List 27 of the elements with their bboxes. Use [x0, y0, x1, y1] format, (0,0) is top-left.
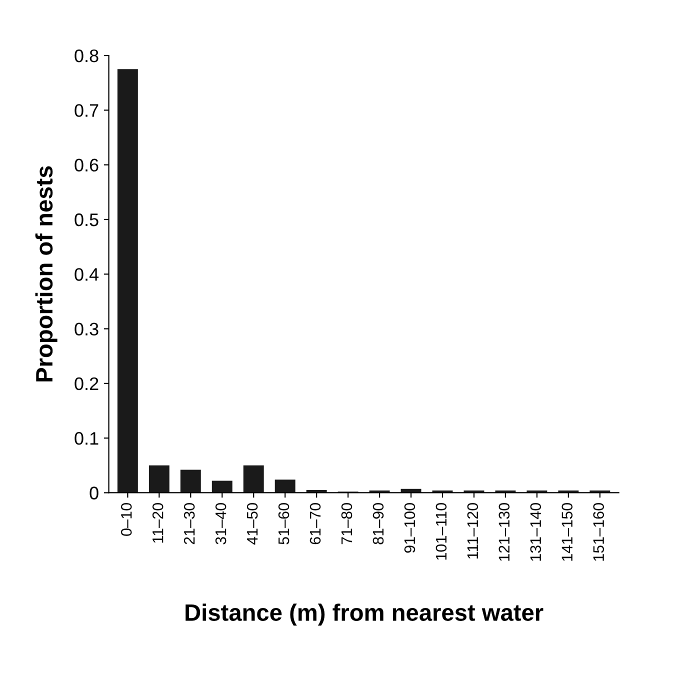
- x-tick-label: 141–150: [562, 503, 573, 561]
- y-tick-label: 0.8: [74, 49, 98, 62]
- x-tick-label: 91–100: [404, 503, 416, 553]
- x-tick-label: 41–50: [246, 503, 258, 545]
- y-tick-label: 0.5: [74, 213, 98, 226]
- y-tick-label: 0.7: [74, 104, 98, 117]
- y-tick-label: 0.3: [74, 322, 98, 336]
- x-tick-label: 31–40: [215, 503, 226, 544]
- x-tick-label: 111–120: [467, 503, 478, 559]
- x-tick-label: 0–10: [120, 503, 132, 536]
- x-tick-label: 61–70: [310, 503, 321, 544]
- y-tick-label: 0.4: [74, 268, 99, 281]
- y-tick-label: 0: [90, 486, 98, 500]
- y-tick-label: 0.6: [74, 158, 98, 172]
- x-tick-label: 151–160: [593, 503, 604, 561]
- x-tick-label: 51–60: [278, 503, 290, 544]
- x-tick-label: 81–90: [372, 503, 384, 544]
- y-tick-label: 0.2: [74, 377, 98, 390]
- x-tick-label: 101–110: [436, 503, 447, 560]
- x-tick-label: 11–20: [152, 503, 164, 543]
- y-axis-title: Proportion of nests: [35, 166, 58, 382]
- x-tick-label: 131–140: [530, 503, 542, 561]
- x-tick-label: 71–80: [341, 503, 352, 544]
- x-tick-label: 21–30: [184, 503, 195, 544]
- y-tick-label: 0.1: [74, 432, 98, 445]
- x-axis-title: Distance (m) from nearest water: [186, 604, 544, 626]
- x-tick-label: 121–130: [498, 503, 510, 561]
